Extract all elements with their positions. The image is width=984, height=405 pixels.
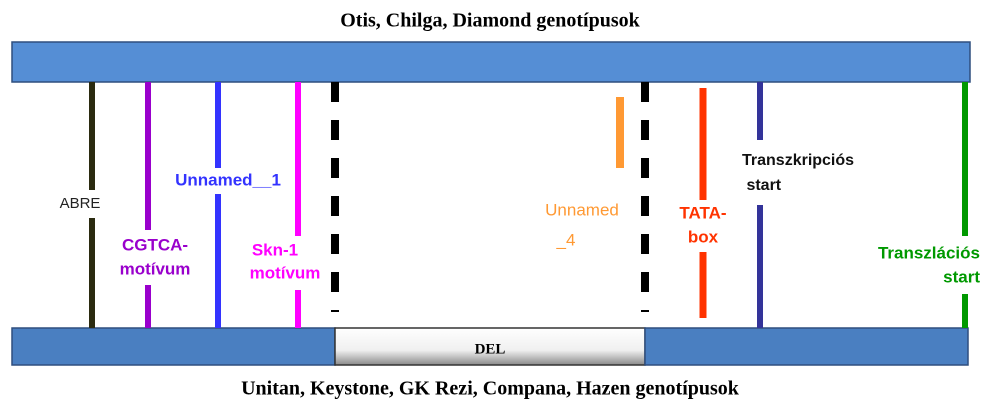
element-label: box xyxy=(688,227,719,246)
element-label: CGTCA- xyxy=(122,235,188,254)
lines xyxy=(89,82,968,328)
element-label: start xyxy=(943,267,980,286)
element-label: Transzlációs xyxy=(878,243,980,262)
bottom-title: Unitan, Keystone, GK Rezi, Compana, Haze… xyxy=(241,378,740,400)
element-label: Skn-1 xyxy=(252,240,298,259)
element-label: Unnamed xyxy=(545,200,619,219)
element-label: motívum xyxy=(250,263,321,282)
bottom-bar xyxy=(11,327,336,366)
element-label: _4 xyxy=(556,230,576,249)
top-bar xyxy=(11,41,971,83)
element-label: Unnamed__1 xyxy=(175,170,281,189)
element-label: TATA- xyxy=(679,203,726,222)
labels: ABRE CGTCA- motívum Unnamed__1 Skn-1 mot… xyxy=(60,152,981,286)
bottom-bar xyxy=(644,327,969,366)
element-label: motívum xyxy=(120,259,191,278)
element-label: start xyxy=(742,177,782,194)
top-title: Otis, Chilga, Diamond genotípusok xyxy=(340,10,640,32)
element-label: ABRE xyxy=(60,195,101,212)
deletion-region xyxy=(334,327,646,366)
element-label: Transzkripciós xyxy=(742,152,854,169)
deletion-label: DEL xyxy=(475,341,506,357)
